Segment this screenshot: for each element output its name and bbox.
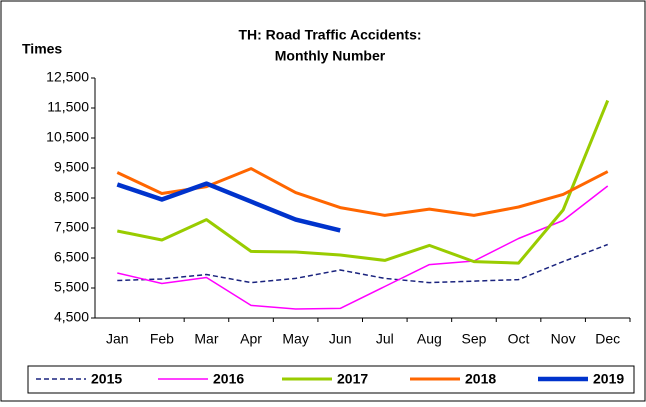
y-tick-label: 4,500 <box>54 309 89 325</box>
y-tick-label: 9,500 <box>54 159 89 175</box>
y-axis-label: Times <box>22 41 62 57</box>
series-line <box>116 99 610 265</box>
x-tick-label: Sep <box>461 331 486 347</box>
x-tick-label: Oct <box>508 331 530 347</box>
x-tick-label: Apr <box>240 331 262 347</box>
y-tick-label: 6,500 <box>54 249 89 265</box>
series-line <box>117 185 609 310</box>
legend-label: 2015 <box>91 371 122 387</box>
x-tick-label: Jan <box>106 331 129 347</box>
y-tick-label: 11,500 <box>47 99 89 115</box>
y-tick-label: 7,500 <box>54 219 89 235</box>
x-tick-label: Jun <box>329 331 352 347</box>
x-tick-label: Aug <box>417 331 442 347</box>
legend-label: 2016 <box>213 371 244 387</box>
x-tick-label: Feb <box>150 331 174 347</box>
y-tick-label: 8,500 <box>54 189 89 205</box>
series-line <box>117 243 608 284</box>
legend-label: 2019 <box>593 371 624 387</box>
x-tick-label: Jul <box>376 331 394 347</box>
y-tick-label: 12,500 <box>46 69 89 85</box>
chart-title: TH: Road Traffic Accidents: <box>238 27 421 43</box>
y-tick-label: 5,500 <box>54 279 89 295</box>
legend-label: 2018 <box>465 371 496 387</box>
x-tick-label: Dec <box>595 331 620 347</box>
chart-title: Monthly Number <box>275 48 386 64</box>
y-tick-label: 10,500 <box>46 129 89 145</box>
legend-label: 2017 <box>337 371 368 387</box>
x-tick-label: Nov <box>551 331 576 347</box>
series-line <box>116 181 341 233</box>
x-tick-label: May <box>282 331 308 347</box>
x-tick-label: Mar <box>194 331 218 347</box>
